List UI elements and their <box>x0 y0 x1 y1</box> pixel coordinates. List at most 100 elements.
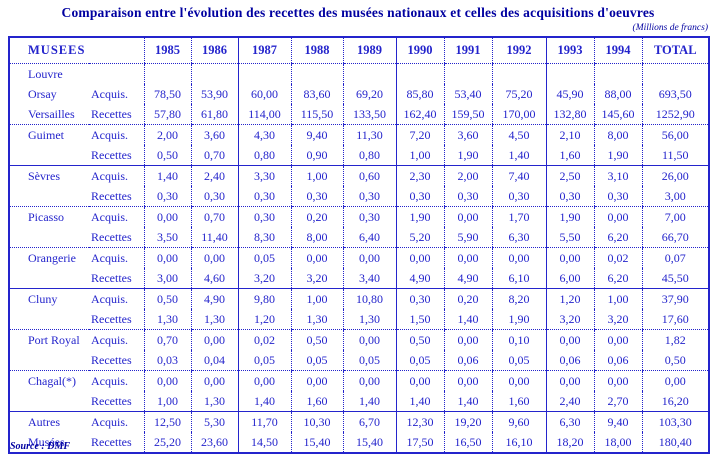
value-cell: 0,00 <box>190 329 238 350</box>
table-row: Orangerie Acquis. 0,00 0,00 0,05 0,00 0,00 0,00… <box>9 247 709 268</box>
value-cell: 1,20 <box>237 309 291 330</box>
table-row: Recettes 0,50 0,70 0,80 0,90 0,80 1,00 1,90 1,40… <box>9 145 709 166</box>
value-cell: 9,40 <box>593 411 642 432</box>
value-cell: 17,50 <box>395 432 444 453</box>
page-title: Comparaison entre l'évolution des recett… <box>61 5 655 20</box>
value-cell: 1,70 <box>491 206 546 227</box>
value-cell: 4,60 <box>190 268 238 289</box>
total-cell: 7,00 <box>641 206 709 227</box>
value-cell: 0,10 <box>491 329 546 350</box>
row-type-cell: Acquis. <box>91 251 128 265</box>
museum-name-cell <box>9 145 89 166</box>
value-cell: 16,50 <box>443 432 492 453</box>
value-cell: 0,00 <box>342 329 396 350</box>
value-cell: 0,00 <box>593 206 642 227</box>
column-header-1992: 1992 <box>491 37 546 64</box>
value-cell: 0,00 <box>395 247 444 268</box>
value-cell <box>443 63 492 84</box>
museum-name-cell: Orsay <box>28 87 57 101</box>
value-cell: 1,20 <box>545 288 594 309</box>
value-cell: 4,90 <box>443 268 492 289</box>
value-cell: 6,30 <box>545 411 594 432</box>
value-cell: 0,00 <box>593 329 642 350</box>
value-cell: 3,60 <box>190 124 238 145</box>
value-cell: 0,80 <box>237 145 291 166</box>
museum-name-cell <box>9 309 89 330</box>
row-type-cell: Recettes <box>89 227 144 248</box>
value-cell: 0,30 <box>395 288 444 309</box>
row-type-cell: Recettes <box>89 145 144 166</box>
value-cell: 0,30 <box>593 186 642 207</box>
value-cell: 0,05 <box>395 350 444 371</box>
value-cell: 0,00 <box>143 206 191 227</box>
column-header-1985: 1985 <box>143 37 191 64</box>
museum-name-cell <box>9 268 89 289</box>
header-row: MUSEES 1985 1986 1987 1988 1989 1990 199… <box>9 37 709 64</box>
value-cell: 6,00 <box>545 268 594 289</box>
value-cell: 0,02 <box>237 329 291 350</box>
value-cell: 0,20 <box>443 288 492 309</box>
value-cell: 5,90 <box>443 227 492 248</box>
row-type-cell: Acquis. <box>91 210 128 224</box>
value-cell: 1,00 <box>395 145 444 166</box>
value-cell: 1,30 <box>290 309 343 330</box>
total-cell: 693,50 <box>641 84 709 104</box>
total-cell: 11,50 <box>641 145 709 166</box>
value-cell: 3,20 <box>290 268 343 289</box>
table-row: Musées Recettes 25,20 23,60 14,50 15,40 15,40 1… <box>9 432 709 453</box>
value-cell: 0,00 <box>342 370 396 391</box>
value-cell: 19,20 <box>443 411 492 432</box>
value-cell: 3,40 <box>342 268 396 289</box>
row-type-cell: Recettes <box>89 309 144 330</box>
value-cell: 0,03 <box>143 350 191 371</box>
value-cell: 45,90 <box>545 84 594 104</box>
value-cell: 1,90 <box>491 309 546 330</box>
value-cell: 145,60 <box>593 104 642 125</box>
value-cell: 0,05 <box>342 350 396 371</box>
value-cell: 0,00 <box>443 329 492 350</box>
value-cell: 2,40 <box>190 165 238 186</box>
value-cell <box>290 63 343 84</box>
value-cell: 88,00 <box>593 84 642 104</box>
value-cell: 0,05 <box>237 247 291 268</box>
value-cell: 0,00 <box>491 247 546 268</box>
value-cell: 2,10 <box>545 124 594 145</box>
value-cell: 78,50 <box>143 84 191 104</box>
museum-name-cell: Port Royal <box>28 333 80 347</box>
value-cell: 61,80 <box>190 104 238 125</box>
value-cell: 3,60 <box>443 124 492 145</box>
value-cell: 0,70 <box>190 145 238 166</box>
value-cell: 0,00 <box>290 370 343 391</box>
value-cell: 133,50 <box>342 104 396 125</box>
value-cell: 10,30 <box>290 411 343 432</box>
value-cell: 0,06 <box>593 350 642 371</box>
value-cell: 75,20 <box>491 84 546 104</box>
value-cell: 0,00 <box>143 247 191 268</box>
value-cell <box>342 63 396 84</box>
value-cell: 2,70 <box>593 391 642 412</box>
value-cell: 7,40 <box>491 165 546 186</box>
value-cell: 6,10 <box>491 268 546 289</box>
value-cell: 1,40 <box>143 165 191 186</box>
value-cell: 0,06 <box>443 350 492 371</box>
value-cell: 83,60 <box>290 84 343 104</box>
value-cell: 0,00 <box>443 206 492 227</box>
row-type-cell: Acquis. <box>91 169 128 183</box>
table-header: MUSEES 1985 1986 1987 1988 1989 1990 199… <box>9 37 709 64</box>
value-cell: 10,80 <box>342 288 396 309</box>
total-cell: 1252,90 <box>641 104 709 125</box>
value-cell: 1,00 <box>290 165 343 186</box>
value-cell: 6,20 <box>593 268 642 289</box>
total-cell: 103,30 <box>641 411 709 432</box>
source-note: Source : DMF <box>10 441 71 452</box>
total-cell: 56,00 <box>641 124 709 145</box>
value-cell: 2,00 <box>143 124 191 145</box>
value-cell: 12,30 <box>395 411 444 432</box>
value-cell: 18,20 <box>545 432 594 453</box>
value-cell: 16,10 <box>491 432 546 453</box>
value-cell <box>143 63 191 84</box>
total-cell: 17,60 <box>641 309 709 330</box>
row-type-cell <box>89 64 144 85</box>
total-cell: 0,50 <box>641 350 709 371</box>
value-cell: 6,70 <box>342 411 396 432</box>
